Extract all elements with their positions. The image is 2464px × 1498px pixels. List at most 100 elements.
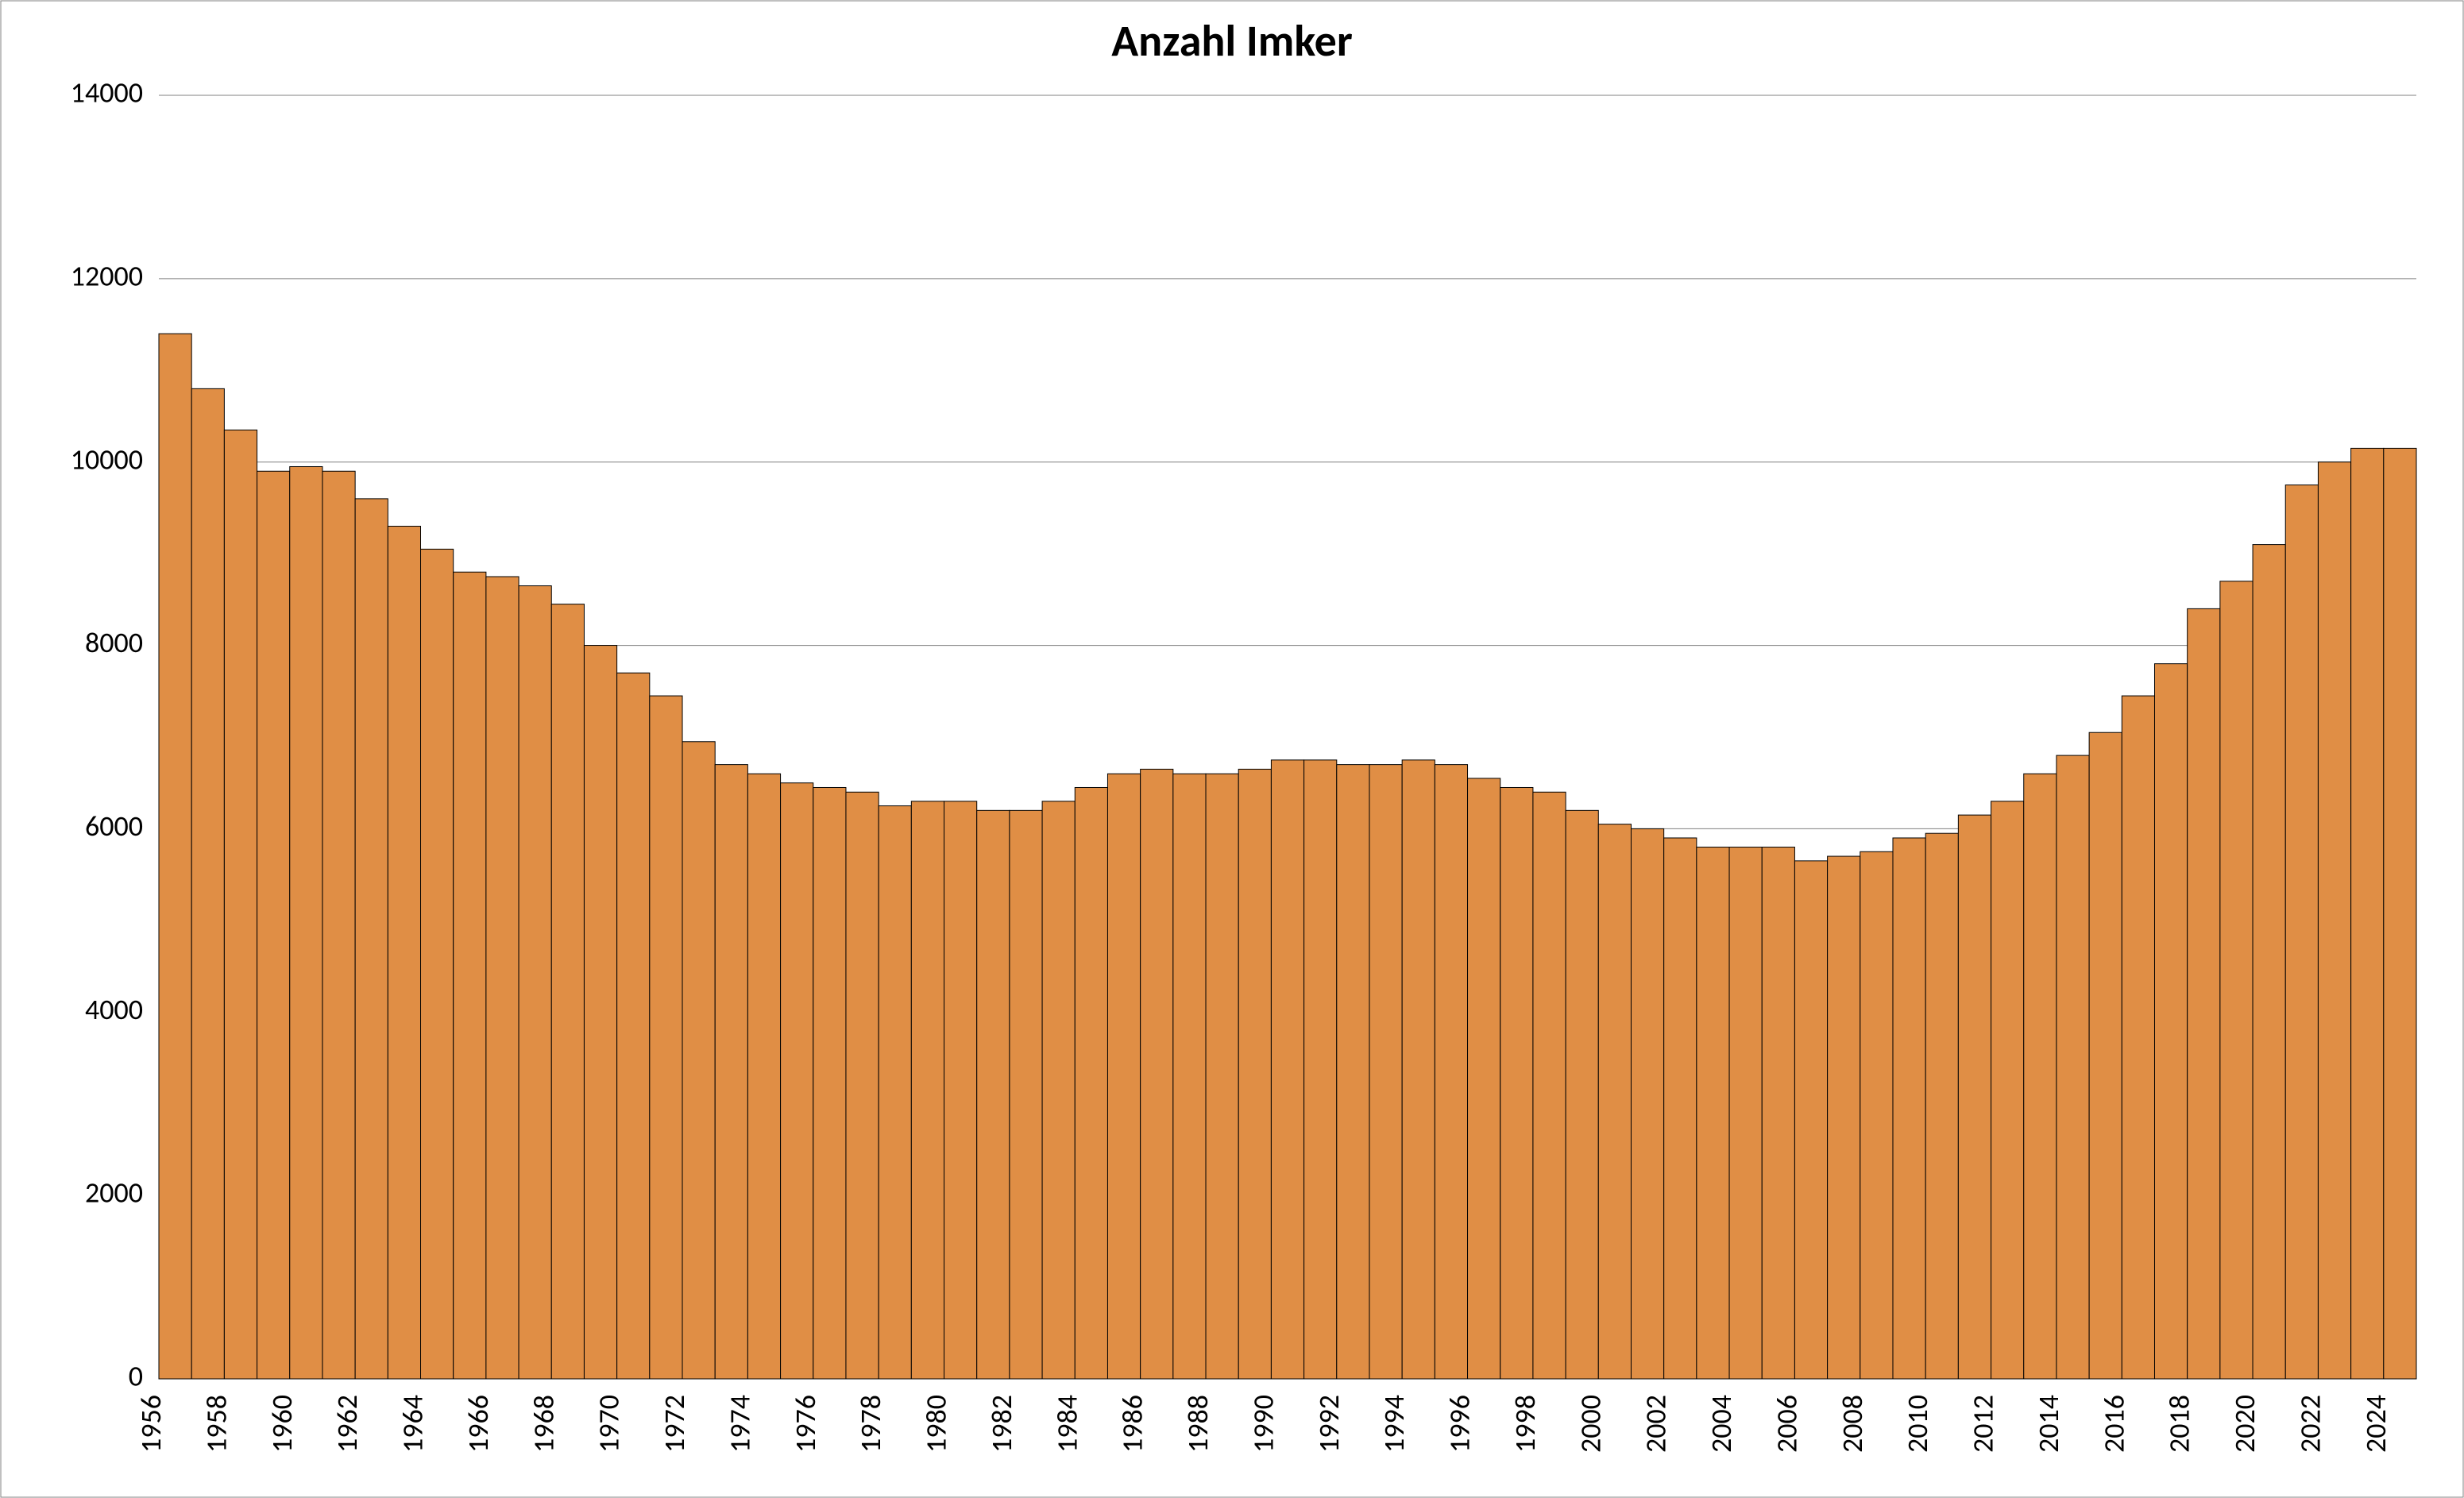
x-tick-label: 1990: [1246, 1395, 1280, 1453]
bar: [257, 471, 290, 1379]
bar: [846, 792, 879, 1379]
x-tick-label: 1968: [526, 1395, 561, 1453]
bar: [2318, 462, 2350, 1379]
bar: [1762, 847, 1794, 1379]
bar: [1794, 861, 1827, 1379]
bar: [1664, 838, 1697, 1379]
bar: [2154, 664, 2187, 1379]
bar: [879, 806, 911, 1379]
bar: [454, 572, 486, 1379]
bar: [1435, 765, 1467, 1379]
bar: [944, 801, 977, 1379]
bar: [1925, 833, 1958, 1379]
x-tick-label: 1992: [1311, 1395, 1346, 1453]
bar: [1141, 769, 1173, 1379]
x-tick-label: 2016: [2096, 1395, 2131, 1453]
bar: [191, 388, 224, 1379]
bar: [224, 430, 257, 1379]
bar: [617, 673, 650, 1379]
bar: [1337, 765, 1369, 1379]
bar: [1500, 787, 1533, 1379]
x-tick-label: 1976: [788, 1395, 823, 1453]
bar: [2024, 774, 2057, 1379]
bar: [1893, 838, 1925, 1379]
bar: [813, 787, 846, 1379]
chart-title: Anzahl Imker: [1111, 14, 1353, 68]
bar: [2384, 448, 2416, 1379]
bar: [159, 334, 191, 1379]
bar: [2253, 545, 2285, 1379]
x-tick-label: 1966: [461, 1395, 496, 1453]
y-tick-label: 0: [129, 1359, 143, 1394]
x-tick-label: 1994: [1377, 1395, 1412, 1453]
bar: [1206, 774, 1238, 1379]
bar: [1075, 787, 1107, 1379]
y-tick-label: 6000: [85, 809, 143, 844]
bar: [355, 499, 388, 1379]
chart-svg: Anzahl Imker 0 2000 4000 6000 8000 10000 12000 1…: [0, 0, 2464, 1498]
bar: [2220, 581, 2253, 1379]
bar: [1828, 856, 1860, 1379]
bar: [1468, 778, 1500, 1379]
bar: [290, 466, 322, 1379]
bar: [747, 774, 780, 1379]
y-tick-label: 12000: [71, 258, 143, 293]
x-tick-label: 2008: [1835, 1395, 1870, 1453]
y-tick-label: 4000: [85, 992, 143, 1027]
bar: [911, 801, 944, 1379]
bar: [322, 471, 355, 1379]
y-tick-label: 8000: [85, 625, 143, 660]
bar: [2285, 485, 2318, 1379]
bar: [584, 646, 616, 1379]
bar: [1173, 774, 1206, 1379]
bar: [519, 586, 551, 1379]
x-tick-label: 1958: [199, 1395, 234, 1453]
bar: [1042, 801, 1075, 1379]
bar: [1729, 847, 1762, 1379]
bar: [551, 604, 584, 1379]
y-tick-label: 10000: [71, 442, 143, 477]
x-tick-label: 1986: [1115, 1395, 1150, 1453]
bar: [650, 696, 682, 1379]
bar: [715, 765, 747, 1379]
x-tick-label: 2010: [1900, 1395, 1935, 1453]
x-tick-label: 1978: [853, 1395, 888, 1453]
y-tick-label: 14000: [71, 75, 143, 110]
x-tick-label: 1956: [133, 1395, 168, 1453]
bar: [2089, 732, 2122, 1379]
x-tick-label: 2020: [2227, 1395, 2262, 1453]
bar: [1958, 815, 1991, 1379]
x-tick-label: 1984: [1049, 1395, 1084, 1453]
bar: [977, 810, 1010, 1379]
bar: [1238, 769, 1271, 1379]
bar: [1697, 847, 1729, 1379]
x-tick-label: 2018: [2162, 1395, 2197, 1453]
y-tick-label: 2000: [85, 1176, 143, 1210]
bar: [2057, 755, 2089, 1379]
bar: [1304, 760, 1337, 1379]
x-tick-label: 2014: [2031, 1395, 2066, 1453]
bar: [1860, 851, 1893, 1379]
x-tick-label: 2002: [1639, 1395, 1674, 1453]
bar: [2188, 608, 2220, 1379]
x-tick-label: 1974: [722, 1395, 757, 1453]
x-tick-label: 1964: [396, 1395, 431, 1453]
x-tick-label: 1982: [984, 1395, 1019, 1453]
x-tick-label: 2004: [1704, 1395, 1739, 1453]
bar: [1402, 760, 1435, 1379]
bar: [682, 742, 715, 1379]
x-tick-label: 1998: [1508, 1395, 1543, 1453]
chart-container: Anzahl Imker 0 2000 4000 6000 8000 10000 12000 1…: [0, 0, 2464, 1498]
bar: [1533, 792, 1566, 1379]
x-tick-label: 2006: [1769, 1395, 1804, 1453]
bar: [1991, 801, 2024, 1379]
bar: [1631, 828, 1663, 1379]
bar: [1271, 760, 1303, 1379]
bar: [1107, 774, 1140, 1379]
bar: [388, 527, 420, 1379]
x-tick-label: 1980: [919, 1395, 954, 1453]
bar: [781, 783, 813, 1379]
bar: [2122, 696, 2154, 1379]
x-tick-label: 2022: [2292, 1395, 2327, 1453]
bar: [421, 549, 454, 1379]
